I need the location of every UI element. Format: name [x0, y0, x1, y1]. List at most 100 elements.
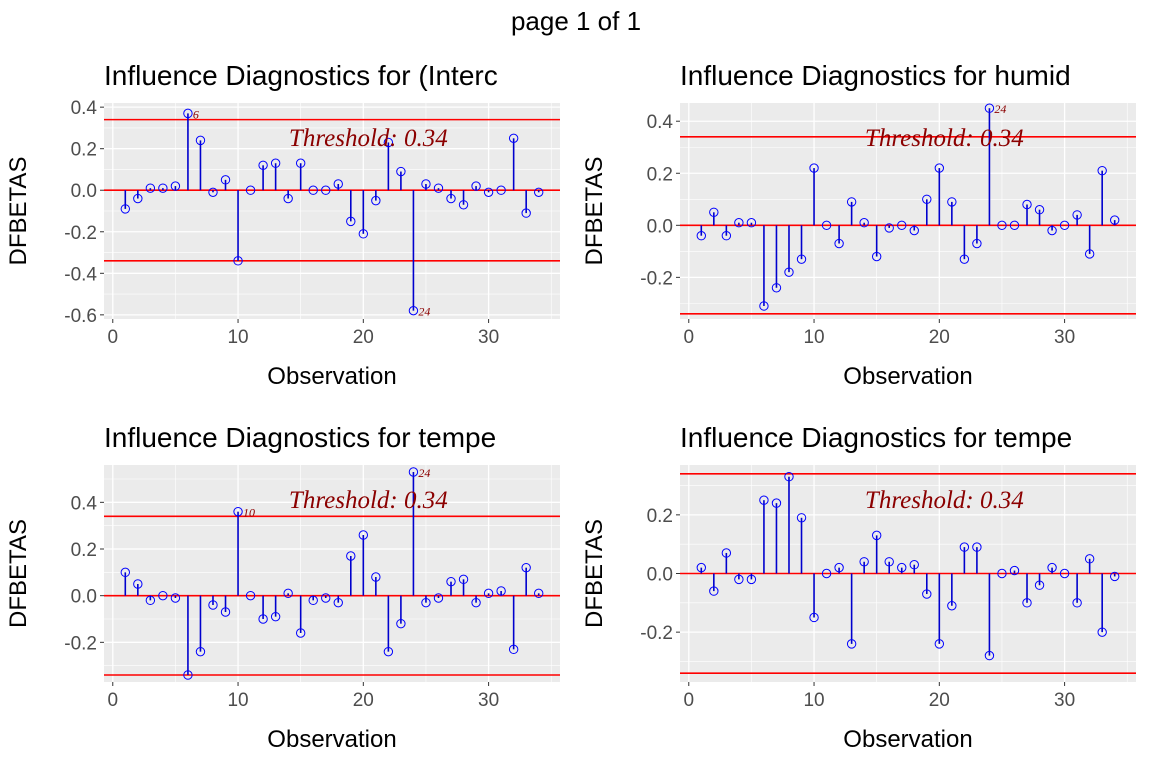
y-axis-label: DFBETAS — [581, 157, 608, 266]
dfbetas-point — [1084, 249, 1095, 259]
panel-background — [104, 465, 560, 682]
y-tick-label: 0.0 — [647, 216, 673, 237]
dfbetas-point — [496, 586, 506, 596]
page-title: page 1 of 1 — [510, 6, 642, 36]
dfbetas-point — [208, 187, 218, 198]
dfbetas-point — [270, 158, 281, 168]
dfbetas-point — [809, 612, 819, 623]
dfbetas-point — [458, 574, 469, 585]
dfbetas-point — [483, 187, 494, 198]
dfbetas-point — [183, 670, 193, 680]
dfbetas-point — [446, 193, 456, 204]
dfbetas-point — [458, 200, 469, 210]
chart-panel-4: 0 10 20 30 -0.2 0.0 0.2 Threshold: 0.34 Influenc… — [581, 422, 1136, 753]
panel-title: Influence Diagnostics for (Interc — [104, 60, 498, 91]
dfbetas-point — [897, 562, 907, 573]
x-tick-label: 0 — [107, 690, 118, 711]
y-tick-label: 0.2 — [71, 140, 97, 161]
dfbetas-point — [371, 195, 381, 206]
dfbetas-point — [408, 305, 419, 316]
dfbetas-point — [771, 283, 782, 293]
threshold-label: Threshold: 0.34 — [865, 487, 1024, 514]
dfbetas-point — [922, 589, 932, 599]
dfbetas-point — [245, 590, 256, 601]
dfbetas-point — [1022, 598, 1032, 608]
y-tick-label: 0.2 — [71, 540, 97, 561]
y-tick-label: -0.6 — [64, 306, 97, 327]
dfbetas-point — [145, 183, 156, 193]
dfbetas-point — [358, 229, 369, 239]
dfbetas-point — [947, 601, 957, 611]
dfbetas-point — [1009, 220, 1020, 231]
dfbetas-point — [383, 137, 394, 148]
dfbetas-point — [471, 181, 481, 191]
dfbetas-point — [521, 208, 531, 218]
x-axis-label: Observation — [267, 363, 396, 390]
dfbetas-point — [496, 185, 506, 195]
dfbetas-point — [120, 204, 130, 214]
dfbetas-point — [120, 567, 130, 578]
dfbetas-point — [1072, 210, 1082, 220]
dfbetas-point — [508, 644, 519, 655]
outlier-label: 10 — [243, 506, 255, 520]
dfbetas-point — [909, 225, 919, 236]
dfbetas-point — [346, 216, 356, 227]
dfbetas-point — [308, 185, 318, 195]
dfbetas-point — [1072, 598, 1082, 608]
dfbetas-point — [471, 597, 481, 608]
dfbetas-point — [346, 551, 356, 561]
dfbetas-point — [821, 568, 832, 579]
dfbetas-point — [809, 163, 819, 173]
chart-panel-2: 0 10 20 30 -0.2 0.0 0.2 0.4 24 Threshold: 0.34 Inf… — [581, 60, 1136, 390]
x-tick-label: 30 — [1054, 690, 1075, 711]
dfbetas-point — [220, 175, 231, 185]
dfbetas-point — [997, 220, 1007, 231]
dfbetas-point — [947, 197, 957, 207]
dfbetas-point — [321, 593, 331, 603]
dfbetas-point — [1059, 220, 1070, 231]
dfbetas-point — [934, 163, 945, 173]
dfbetas-point — [358, 530, 369, 540]
x-axis-label: Observation — [267, 726, 396, 753]
y-tick-label: -0.2 — [640, 268, 673, 289]
x-tick-label: 20 — [353, 327, 374, 348]
dfbetas-point — [233, 256, 243, 266]
dfbetas-point — [759, 495, 769, 505]
x-tick-label: 10 — [227, 690, 248, 711]
dfbetas-point — [721, 231, 732, 241]
threshold-label: Threshold: 0.34 — [289, 125, 448, 152]
dfbetas-point — [959, 254, 970, 264]
chart-panel-3: 0 10 20 30 -0.2 0.0 0.2 0.4 10 24 Threshold: 0.34 I… — [5, 422, 560, 753]
dfbetas-point — [709, 586, 719, 596]
outlier-label: 24 — [418, 466, 430, 480]
dfbetas-point — [258, 160, 268, 171]
panel-background — [680, 103, 1136, 319]
dfbetas-point — [333, 179, 343, 189]
dfbetas-point — [734, 574, 744, 585]
y-tick-label: 0.0 — [71, 181, 97, 202]
dfbetas-point — [321, 185, 331, 195]
dfbetas-point — [922, 194, 932, 204]
dfbetas-point — [333, 597, 343, 608]
dfbetas-point — [1022, 199, 1032, 210]
dfbetas-point — [846, 639, 857, 649]
dfbetas-point — [220, 607, 231, 617]
y-tick-label: -0.2 — [64, 223, 97, 244]
dfbetas-point — [208, 600, 218, 610]
dfbetas-point — [972, 238, 982, 249]
dfbetas-point — [258, 614, 268, 624]
dfbetas-point — [308, 595, 318, 606]
dfbetas-point — [446, 576, 456, 587]
dfbetas-point — [796, 254, 807, 264]
threshold-label: Threshold: 0.34 — [865, 125, 1024, 152]
dfbetas-point — [734, 218, 744, 228]
dfbetas-point — [871, 530, 882, 541]
panel-title: Influence Diagnostics for tempe — [104, 422, 496, 453]
dfbetas-point — [897, 220, 907, 231]
y-axis-label: DFBETAS — [5, 157, 32, 266]
panel-title: Influence Diagnostics for tempe — [680, 422, 1072, 453]
dfbetas-point — [383, 646, 394, 657]
dfbetas-point — [1034, 580, 1045, 590]
dfbetas-point — [534, 588, 544, 599]
x-tick-label: 20 — [929, 327, 950, 348]
